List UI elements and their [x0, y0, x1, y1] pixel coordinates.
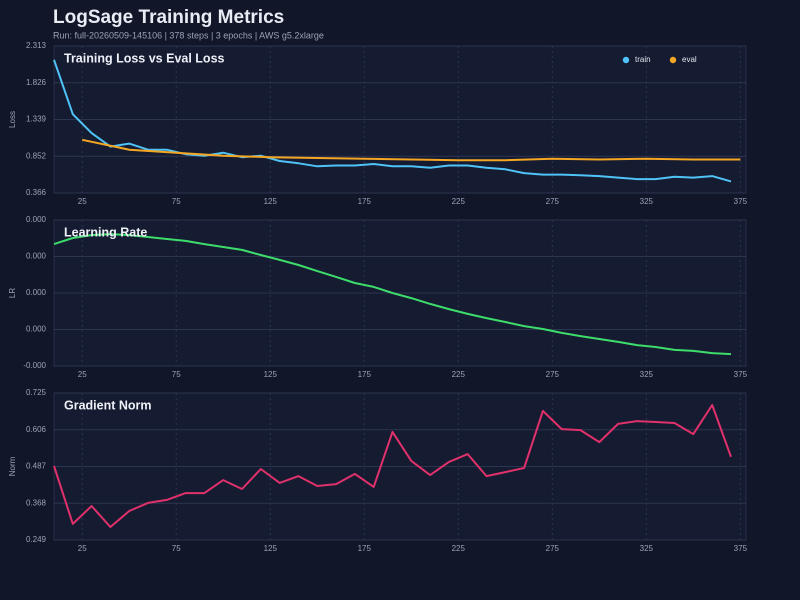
x-tick-label: 75 — [172, 544, 181, 553]
x-tick-label: 225 — [452, 544, 466, 553]
y-axis-label: LR — [8, 288, 17, 298]
x-tick-label: 375 — [734, 370, 748, 379]
x-tick-label: 225 — [452, 197, 466, 206]
y-tick-label: 0.725 — [26, 388, 47, 397]
legend-marker — [622, 56, 630, 64]
x-tick-label: 125 — [264, 544, 278, 553]
x-tick-label: 75 — [172, 370, 181, 379]
page-title: LogSage Training Metrics — [53, 7, 284, 28]
x-tick-label: 325 — [640, 197, 654, 206]
y-tick-label: 0.249 — [26, 535, 47, 544]
x-tick-label: 175 — [358, 544, 372, 553]
y-axis-label: Loss — [8, 111, 17, 128]
x-tick-label: 75 — [172, 197, 181, 206]
y-tick-label: 2.313 — [26, 41, 47, 50]
legend-label: eval — [682, 55, 697, 64]
y-tick-label: 0.852 — [26, 151, 47, 160]
page-subtitle: Run: full-20260509-145106 | 378 steps | … — [53, 30, 324, 40]
chart-title: Gradient Norm — [64, 398, 152, 412]
series-line — [53, 404, 732, 528]
legend-marker — [669, 56, 677, 64]
x-tick-label: 125 — [264, 197, 278, 206]
x-tick-label: 25 — [78, 370, 87, 379]
x-tick-label: 275 — [546, 370, 560, 379]
y-tick-label: 0.606 — [26, 425, 47, 434]
series-line — [53, 59, 732, 183]
y-tick-label: 1.826 — [26, 78, 47, 87]
x-tick-label: 225 — [452, 370, 466, 379]
series-line — [53, 233, 732, 356]
y-tick-label: 1.339 — [26, 115, 47, 124]
x-tick-label: 125 — [264, 370, 278, 379]
x-tick-label: 175 — [358, 370, 372, 379]
chart-title: Training Loss vs Eval Loss — [64, 51, 225, 65]
y-tick-label: -0.000 — [23, 361, 46, 370]
chart-title: Learning Rate — [64, 225, 147, 239]
x-tick-label: 325 — [640, 370, 654, 379]
x-tick-label: 25 — [78, 544, 87, 553]
y-axis-label: Norm — [8, 456, 17, 476]
x-tick-label: 375 — [734, 544, 748, 553]
y-tick-label: 0.000 — [26, 288, 47, 297]
x-tick-label: 375 — [734, 197, 748, 206]
legend-label: train — [635, 55, 651, 64]
x-tick-label: 325 — [640, 544, 654, 553]
series-line — [81, 138, 741, 162]
y-tick-label: 0.000 — [26, 325, 47, 334]
x-tick-label: 275 — [546, 544, 560, 553]
x-tick-label: 275 — [546, 197, 560, 206]
y-tick-label: 0.366 — [26, 188, 47, 197]
x-tick-label: 175 — [358, 197, 372, 206]
x-tick-label: 25 — [78, 197, 87, 206]
y-tick-label: 0.487 — [26, 462, 47, 471]
y-tick-label: 0.000 — [26, 252, 47, 261]
y-tick-label: 0.000 — [26, 215, 47, 224]
y-tick-label: 0.368 — [26, 498, 47, 507]
